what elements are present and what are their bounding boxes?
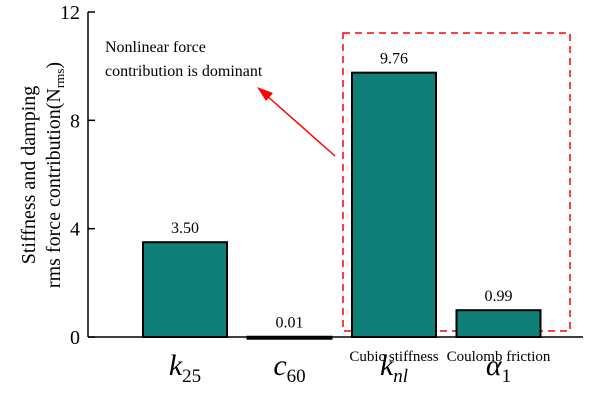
annotation-arrow [265, 94, 336, 157]
category-subscript: 1 [502, 366, 512, 387]
category-description: Coulomb friction [447, 349, 551, 365]
category-symbol: k [380, 349, 394, 382]
x-tick-label: c60 [273, 349, 305, 387]
y-label-end: ) [43, 62, 65, 69]
category-subscript: nl [393, 366, 408, 387]
annotation: contribution is dominant [105, 63, 263, 80]
y-label-text: rms force contribution(N [43, 88, 65, 288]
y-tick-label: 0 [70, 327, 80, 349]
y-label-line2: rms force contribution(Nrms) [43, 62, 67, 288]
x-tick-label: knl [380, 349, 408, 387]
annotation: Nonlinear force [105, 39, 206, 56]
category-subscript: 60 [287, 366, 306, 387]
x-tick-label: α1 [486, 349, 511, 387]
y-label-unit: rms [52, 69, 67, 89]
category-symbol: k [169, 349, 183, 382]
value-label: 0.01 [276, 315, 304, 332]
value-label: 3.50 [171, 220, 199, 237]
y-tick-label: 4 [70, 219, 80, 241]
y-tick-label: 8 [70, 110, 80, 132]
bar [455, 309, 542, 338]
y-axis-label: Stiffness and damping rms force contribut… [18, 62, 67, 288]
category-description: Cubic stiffness [349, 349, 438, 365]
x-tick-label: k25 [169, 349, 201, 387]
value-label: 0.99 [485, 288, 513, 305]
category-symbol: c [273, 349, 286, 382]
bar [142, 241, 228, 338]
arrow-head [257, 87, 273, 101]
y-label-line1: Stiffness and damping [18, 86, 40, 265]
value-label: 9.76 [380, 51, 408, 68]
category-subscript: 25 [182, 366, 201, 387]
category-symbol: α [486, 349, 503, 382]
bar [351, 71, 437, 339]
y-tick-label: 12 [60, 2, 80, 24]
